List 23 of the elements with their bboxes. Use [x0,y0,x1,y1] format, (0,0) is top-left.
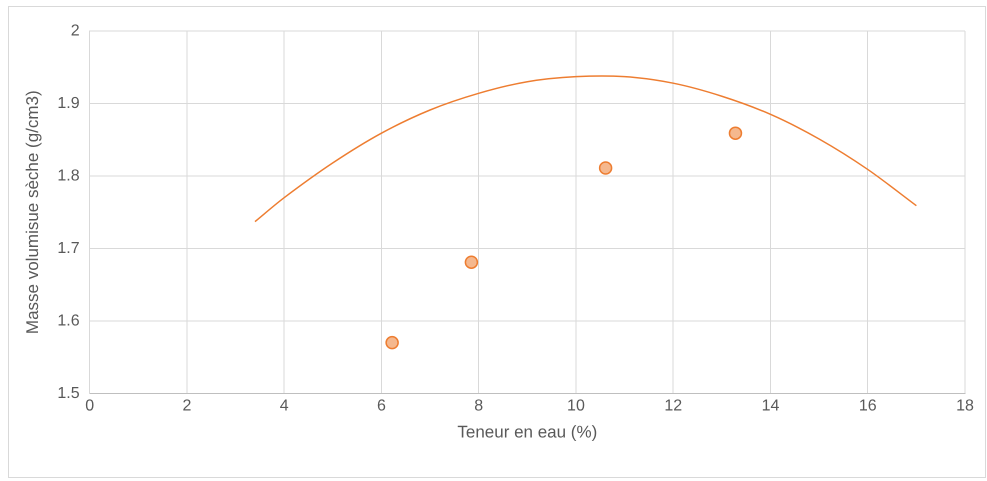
x-tick-label: 0 [85,397,94,414]
y-tick-label: 1.8 [57,167,80,184]
y-tick-label: 1.9 [57,94,80,112]
x-tick-label: 8 [474,397,484,414]
y-tick-label: 1.7 [57,240,80,257]
point [464,255,478,269]
x-tick-label: 6 [376,397,386,414]
y-tick-label: 2 [70,22,80,40]
point [728,126,742,140]
x-tick-label: 16 [858,397,877,414]
line-series [254,75,918,222]
x-tick-label: 2 [182,397,192,414]
x-axis-title: Teneur en eau (%) [457,422,598,442]
point [598,161,612,175]
x-tick-label: 10 [567,397,585,414]
x-tick-label: 14 [762,397,780,414]
x-tick-label: 12 [664,397,682,414]
point [385,336,399,350]
y-tick-label: 1.5 [57,384,80,402]
y-tick-label: 1.6 [57,312,80,330]
x-tick-label: 4 [280,397,289,414]
y-axis-title: Masse volumisue sèche (g/cm3) [22,90,42,334]
x-tick-label: 18 [956,397,974,414]
